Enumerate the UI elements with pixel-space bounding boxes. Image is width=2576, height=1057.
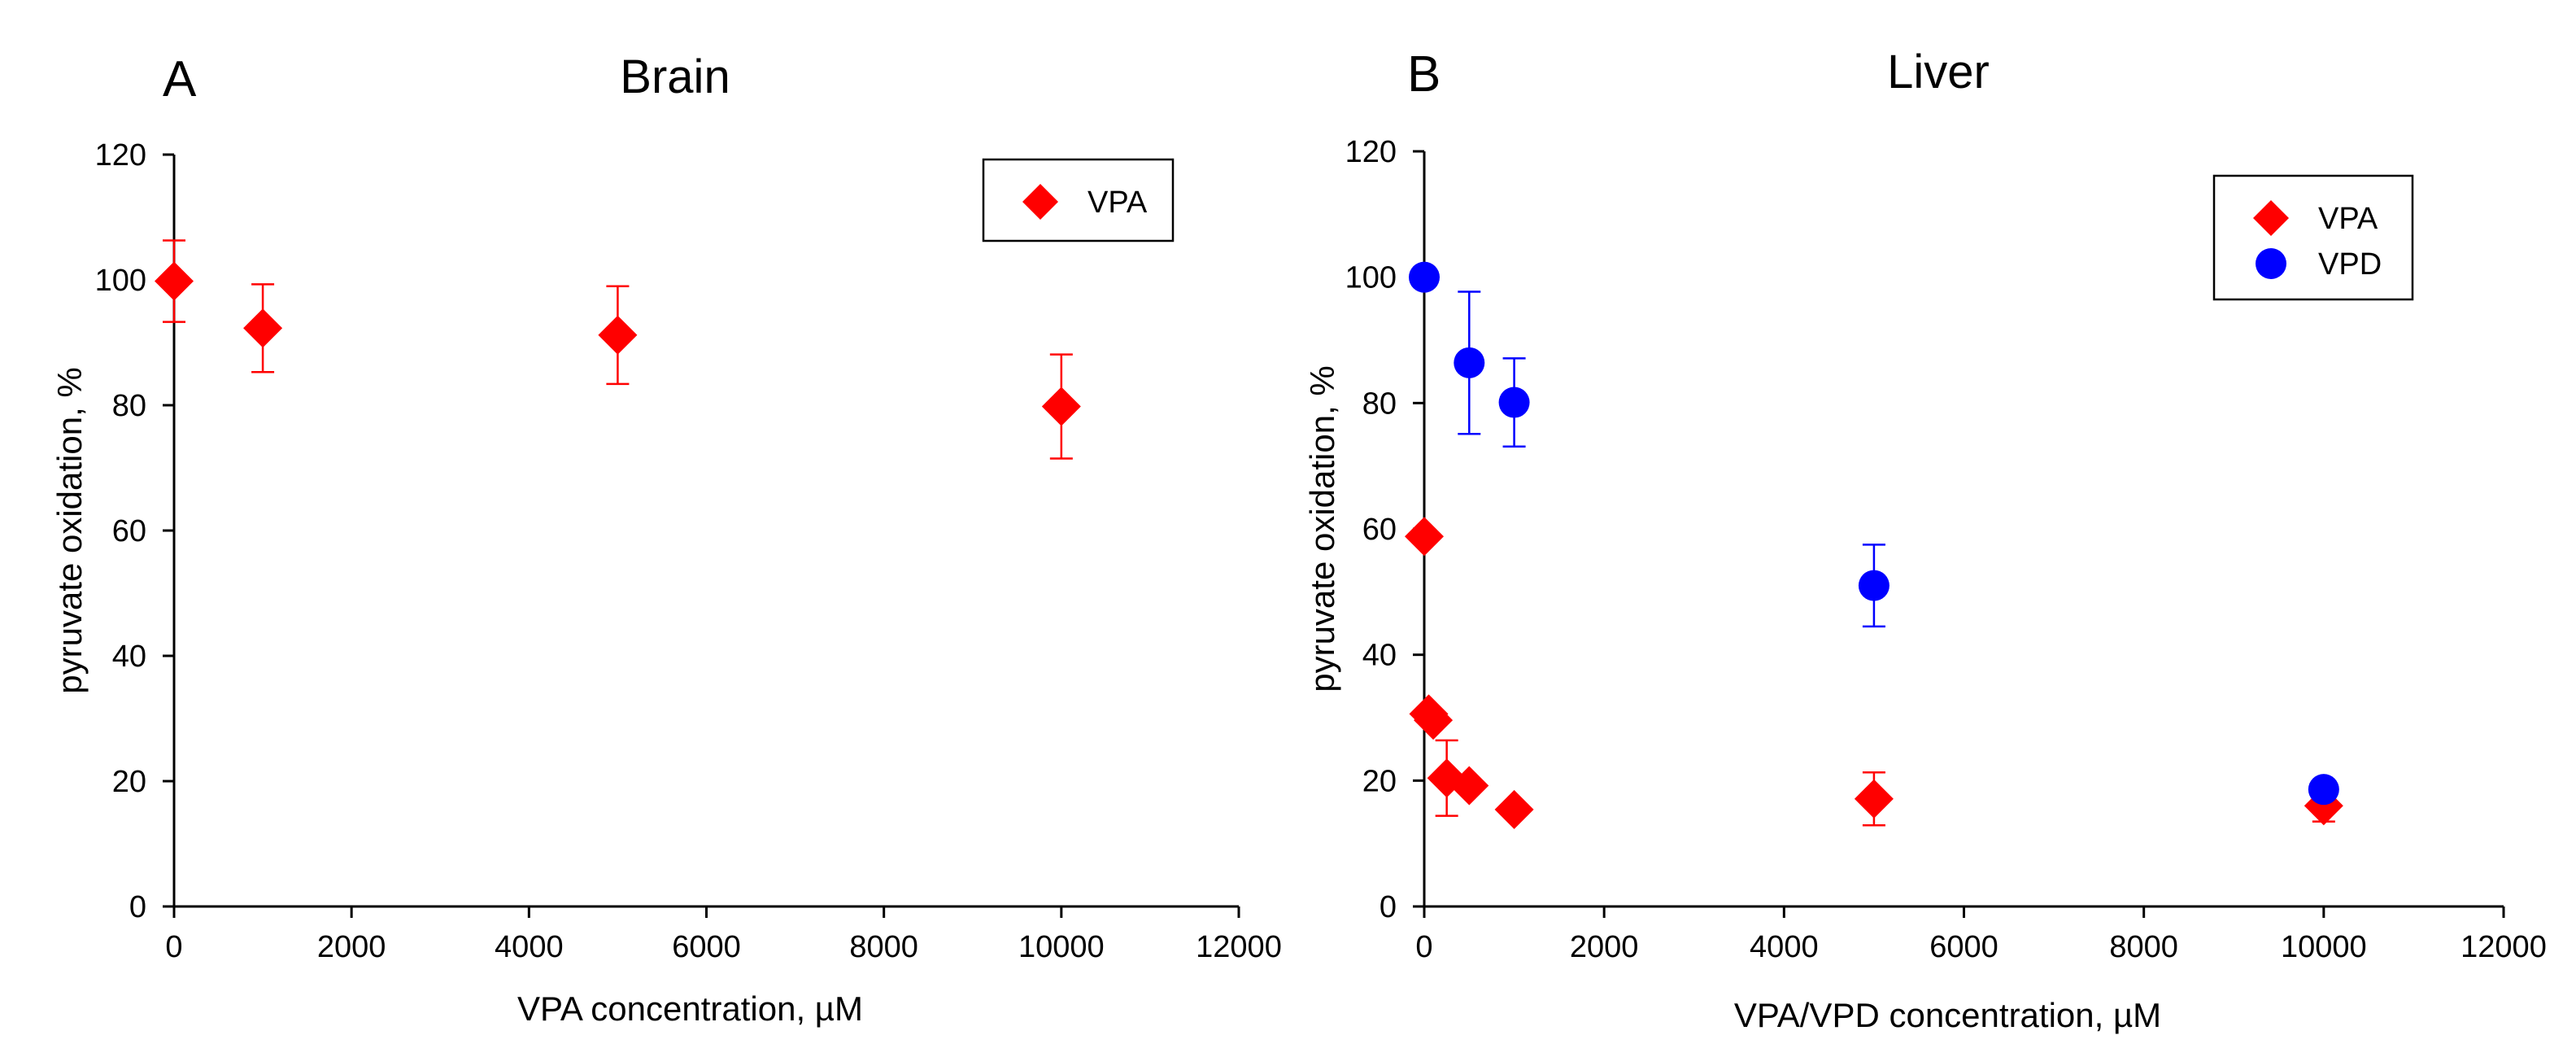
- legend-box: [982, 158, 1175, 242]
- data-point-vpd: [1858, 570, 1890, 601]
- panel-letter: A: [163, 51, 197, 107]
- y-axis-label: pyruvate oxidation, %: [50, 367, 89, 694]
- y-tick-label: 0: [129, 890, 146, 924]
- legend-marker-vpa: [2253, 200, 2289, 236]
- x-tick-label: 10000: [2281, 930, 2367, 964]
- data-point-vpa: [1405, 517, 1444, 557]
- y-axis-label: pyruvate oxidation, %: [1303, 365, 1341, 692]
- y-tick-label: 20: [112, 765, 146, 799]
- legend-label: VPA: [2318, 202, 2378, 236]
- x-tick-label: 4000: [1750, 930, 1819, 964]
- panel-letter: B: [1407, 46, 1441, 103]
- x-tick-label: 2000: [317, 930, 386, 964]
- y-tick-label: 0: [1380, 890, 1397, 924]
- x-tick-label: 6000: [1929, 930, 1998, 964]
- data-point-vpa: [1449, 766, 1489, 806]
- legend-label: VPA: [1087, 186, 1148, 220]
- y-tick-label: 100: [95, 264, 146, 298]
- x-tick-label: 10000: [1018, 930, 1105, 964]
- data-point-vpa: [1041, 387, 1081, 426]
- x-tick-label: 0: [165, 930, 182, 964]
- series-vpa: [1405, 517, 2343, 829]
- legend: VPA VPD: [2212, 174, 2414, 301]
- data-point-vpa: [1494, 789, 1534, 829]
- legend-label: VPD: [2318, 247, 2382, 282]
- y-tick-label: 100: [1345, 261, 1397, 295]
- chart-title: Liver: [1887, 46, 1990, 98]
- legend-marker-vpa: [1022, 184, 1058, 220]
- legend: VPA: [982, 158, 1175, 242]
- data-point-vpd: [1409, 261, 1440, 293]
- y-tick-label: 40: [1362, 639, 1397, 673]
- x-tick-label: 12000: [1196, 930, 1282, 964]
- y-tick-label: 120: [95, 138, 146, 173]
- data-point-vpd: [2308, 774, 2339, 806]
- panel-b: B Liver 0 20 40 60 80 100 120 0 2000 4000 6000 8000 10…: [1303, 46, 2547, 1034]
- x-tick-label: 2000: [1570, 930, 1639, 964]
- y-tick-label: 60: [1362, 513, 1397, 547]
- data-point-vpa: [598, 315, 638, 355]
- x-tick-label: 0: [1415, 930, 1432, 964]
- legend-marker-vpd: [2256, 248, 2286, 279]
- data-point-vpa: [1414, 701, 1454, 740]
- data-point-vpd: [1498, 387, 1530, 418]
- x-tick-label: 4000: [495, 930, 564, 964]
- series-vpa: [155, 239, 1081, 460]
- x-tick-label: 12000: [2460, 930, 2547, 964]
- x-tick-label: 8000: [849, 930, 918, 964]
- series-vpd: [1409, 261, 2339, 806]
- data-point-vpa: [243, 308, 283, 348]
- y-tick-label: 80: [1362, 387, 1397, 421]
- panel-a: A Brain 0 20 40 60 80 100 120 0 2000 4000 6000 8000 10…: [50, 50, 1282, 1028]
- data-point-vpa: [155, 261, 194, 301]
- data-point-vpd: [1454, 347, 1485, 378]
- x-tick-label: 8000: [2109, 930, 2178, 964]
- data-point-vpa: [1854, 779, 1894, 819]
- y-tick-label: 40: [112, 640, 146, 674]
- y-tick-label: 80: [112, 389, 146, 423]
- legend-box: [2212, 174, 2414, 301]
- y-tick-label: 60: [112, 514, 146, 548]
- x-axis-label: VPA concentration, µM: [517, 989, 863, 1028]
- x-tick-label: 6000: [672, 930, 741, 964]
- x-axis-label: VPA/VPD concentration, µM: [1734, 996, 2161, 1034]
- chart-title: Brain: [620, 50, 730, 103]
- y-tick-label: 20: [1362, 764, 1397, 798]
- y-tick-label: 120: [1345, 135, 1397, 169]
